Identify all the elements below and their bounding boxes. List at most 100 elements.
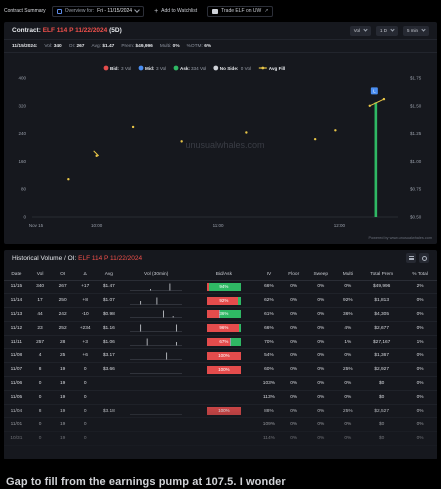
- cell-delta: +8: [82, 298, 88, 304]
- history-table: Date Vol OI Δ Avg Vol (30min) Bid/Ask IV Floor Sw…: [4, 270, 437, 446]
- column-header[interactable]: Multi: [335, 270, 361, 281]
- cell-delta: +3: [82, 339, 88, 345]
- cell-iv: 70%: [264, 339, 274, 345]
- bid-ask-bid-segment: [206, 282, 209, 291]
- table-row[interactable]: 11/07 8 19 0 $3.66 100% 60% 0% 0% 25% $2,927 0%: [4, 363, 437, 377]
- cell-vol-30min: [121, 308, 191, 322]
- cell-bid-ask: [191, 418, 256, 432]
- menu-button[interactable]: [406, 253, 416, 263]
- bid-ask-label: 94%: [219, 283, 229, 289]
- legend-label-4: Avg Fill: [269, 66, 285, 71]
- bid-ask-label: 96%: [219, 325, 229, 331]
- stat-prem-value: $49,996: [135, 43, 153, 49]
- table-row[interactable]: 11/13 44 242 -10 $0.98 36% 61% 0% 0% 36% $4,305 0%: [4, 308, 437, 322]
- cell-total-prem: $1,367: [374, 353, 389, 359]
- range-dropdown[interactable]: 1 D: [375, 25, 398, 36]
- cell-pct-total: 1%: [416, 339, 424, 345]
- cell-vol-30min: [121, 335, 191, 349]
- table-row[interactable]: 10/31 0 19 0 114% 0% 0% 0% $0 0%: [4, 432, 437, 446]
- bid-ask-bar: 100%: [206, 407, 241, 416]
- cell-avg: $3.18: [102, 408, 115, 414]
- y-left-tick-label: 240: [18, 131, 26, 136]
- table-row[interactable]: 11/01 0 19 0 109% 0% 0% 0% $0 0%: [4, 418, 437, 432]
- stat-multi: Multi: 0%: [160, 44, 180, 49]
- cell-pct-total: 0%: [416, 325, 424, 331]
- metric-dropdown[interactable]: Vol: [349, 25, 371, 36]
- cell-vol: 0: [38, 422, 42, 428]
- column-header[interactable]: IV: [256, 270, 282, 281]
- column-header[interactable]: Date: [4, 270, 29, 281]
- bid-ask-bar: 94%: [206, 282, 241, 291]
- column-header[interactable]: Sweep: [306, 270, 336, 281]
- cell-avg: [96, 377, 121, 391]
- cell-avg: [96, 432, 121, 446]
- gear-icon: [421, 255, 427, 261]
- bid-ask-label: 92%: [219, 297, 229, 303]
- legend-label-0: Bid:: [110, 66, 119, 71]
- trade-button[interactable]: Trade ELF on UW ↗: [207, 5, 274, 17]
- avg-fill-point: [180, 140, 183, 143]
- sparkline-bar: [172, 316, 174, 318]
- cell-avg: [96, 418, 121, 432]
- add-watchlist-label: Add to Watchlist: [161, 8, 198, 14]
- column-header[interactable]: Avg: [96, 270, 122, 281]
- volume-bar: [374, 102, 378, 217]
- sparkline-bar: [146, 338, 148, 346]
- cell-floor: 0%: [290, 408, 298, 414]
- cell-vol: 44: [37, 311, 43, 317]
- trade-bubble-label: L: [373, 88, 376, 93]
- y-right-tick-label: $1.25: [410, 131, 422, 136]
- add-watchlist-button[interactable]: + Add to Watchlist: [150, 6, 201, 17]
- chevron-down-icon: [390, 27, 395, 32]
- cell-delta: +6: [82, 353, 88, 359]
- legend-value-1: 3 Vol: [156, 66, 166, 71]
- column-header[interactable]: Vol (30min): [121, 270, 192, 281]
- column-header[interactable]: OI: [51, 270, 74, 281]
- stat-multi-label: Multi:: [159, 43, 172, 49]
- table-row[interactable]: 11/12 23 252 +234 $1.16 96% 66% 0% 0% 4% $2,677 0%: [4, 321, 437, 336]
- avg-fill-point: [131, 125, 135, 129]
- y-right-tick-label: $1.75: [410, 76, 422, 81]
- cell-vol: 0: [38, 394, 42, 400]
- table-row[interactable]: 11/14 17 250 +8 $1.07 92% 62% 0% 0% 92% $1,813 0%: [4, 294, 437, 308]
- bid-ask-label: 67%: [219, 339, 229, 345]
- table-row[interactable]: 11/04 8 19 0 $3.18 100% 88% 0% 0% 25% $2,527 0%: [4, 404, 437, 418]
- table-row[interactable]: 11/15 340 267 +17 $1.47 94% 66% 0% 0% 0% $49,996 2%: [4, 280, 437, 294]
- settings-button[interactable]: [419, 253, 429, 263]
- column-header[interactable]: % Total: [403, 270, 437, 281]
- cell-date: 11/12: [10, 325, 23, 331]
- cell-total-prem: $49,996: [372, 284, 391, 290]
- bid-ask-bar: 100%: [206, 365, 241, 374]
- cell-multi: 0%: [344, 353, 352, 359]
- column-header[interactable]: Floor: [281, 270, 307, 281]
- table-row[interactable]: 11/08 4 25 +6 $3.17 100% 54% 0% 0% 0% $1,367 0%: [4, 349, 437, 363]
- interval-dropdown[interactable]: 5 min: [402, 25, 429, 36]
- overview-date-picker[interactable]: Overview for: Fri - 11/15/2024: [51, 5, 145, 17]
- cell-oi: 19: [59, 436, 66, 442]
- cell-bid-ask: [191, 377, 256, 391]
- cell-date: 11/07: [10, 367, 23, 373]
- cell-avg: $1.07: [102, 298, 115, 304]
- external-link-icon: ↗: [264, 8, 269, 14]
- cell-pct-total: 0%: [416, 380, 424, 386]
- history-title-prefix: Historical Volume / OI:: [12, 254, 77, 262]
- sparkline-bar: [156, 297, 158, 305]
- cell-vol-30min: [121, 432, 191, 446]
- column-header[interactable]: Vol: [28, 270, 52, 281]
- table-row[interactable]: 11/11 257 28 +3 $1.06 67% 70% 0% 0% 1% $27,167 1%: [4, 335, 437, 349]
- cell-vol: 257: [36, 339, 45, 345]
- column-header[interactable]: Bid/Ask: [191, 270, 257, 281]
- bid-ask-bar: 36%: [206, 310, 241, 319]
- cell-bid-ask: 100%: [191, 363, 256, 377]
- table-row[interactable]: 11/06 0 19 0 103% 0% 0% 0% $0 0%: [4, 377, 437, 391]
- cell-vol-30min: [121, 390, 191, 404]
- contract-chart[interactable]: Bid: 3 Vol Mid: 3 Vol Ask: 334 Vol No Side: 0 V…: [4, 53, 437, 244]
- cell-oi: 19: [59, 367, 66, 373]
- column-header[interactable]: Total Prem: [360, 270, 404, 281]
- cell-sweep: 0%: [317, 311, 325, 317]
- table-row[interactable]: 11/05 0 19 0 113% 0% 0% 0% $0 0%: [4, 390, 437, 405]
- cell-oi: 25: [59, 353, 66, 359]
- bid-ask-bar: 96%: [206, 324, 241, 333]
- column-header[interactable]: Δ: [73, 270, 97, 281]
- volume-sparkline: [130, 310, 183, 319]
